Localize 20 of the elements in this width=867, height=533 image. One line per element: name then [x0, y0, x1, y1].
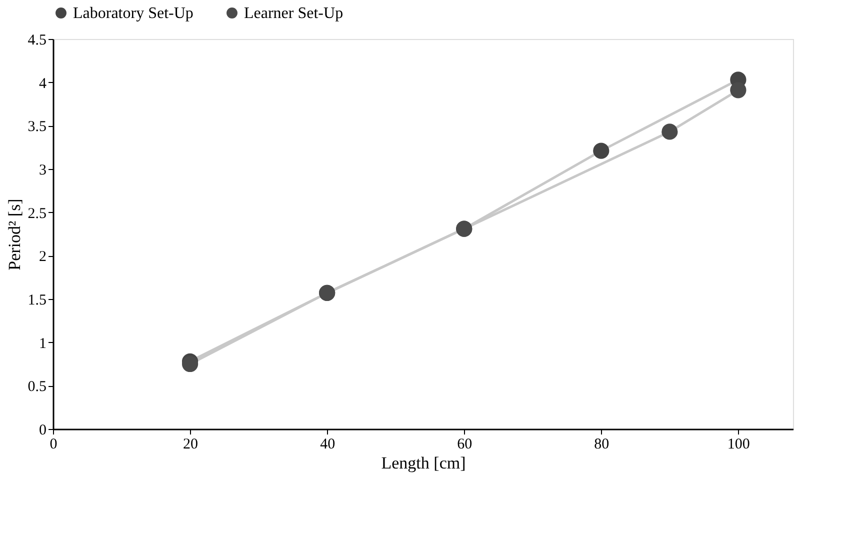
y-tick-label: 1 — [39, 336, 46, 352]
y-tick-label: 2.5 — [28, 206, 46, 222]
x-tick-label: 20 — [183, 436, 198, 452]
x-tick-label: 0 — [50, 436, 58, 452]
x-tick-label: 60 — [457, 436, 472, 452]
y-tick-label: 4.5 — [28, 32, 46, 48]
y-tick-label: 0.5 — [28, 379, 46, 396]
y-axis-title: Period² [s] — [4, 198, 24, 270]
x-tick-label: 100 — [727, 436, 750, 452]
y-tick-label: 1.5 — [28, 292, 46, 308]
x-axis-title: Length [cm] — [381, 454, 466, 472]
y-tick-label: 3 — [39, 162, 46, 178]
x-tick-label: 80 — [594, 436, 610, 452]
y-tick-label: 4 — [39, 76, 47, 92]
legend-label: Learner Set-Up — [244, 5, 344, 22]
y-tick-label: 2 — [39, 249, 46, 266]
x-tick-label: 40 — [320, 436, 336, 452]
y-tick-label: 3.5 — [28, 119, 46, 136]
y-tick-label: 0 — [39, 422, 46, 438]
legend-label: Laboratory Set-Up — [73, 5, 194, 22]
